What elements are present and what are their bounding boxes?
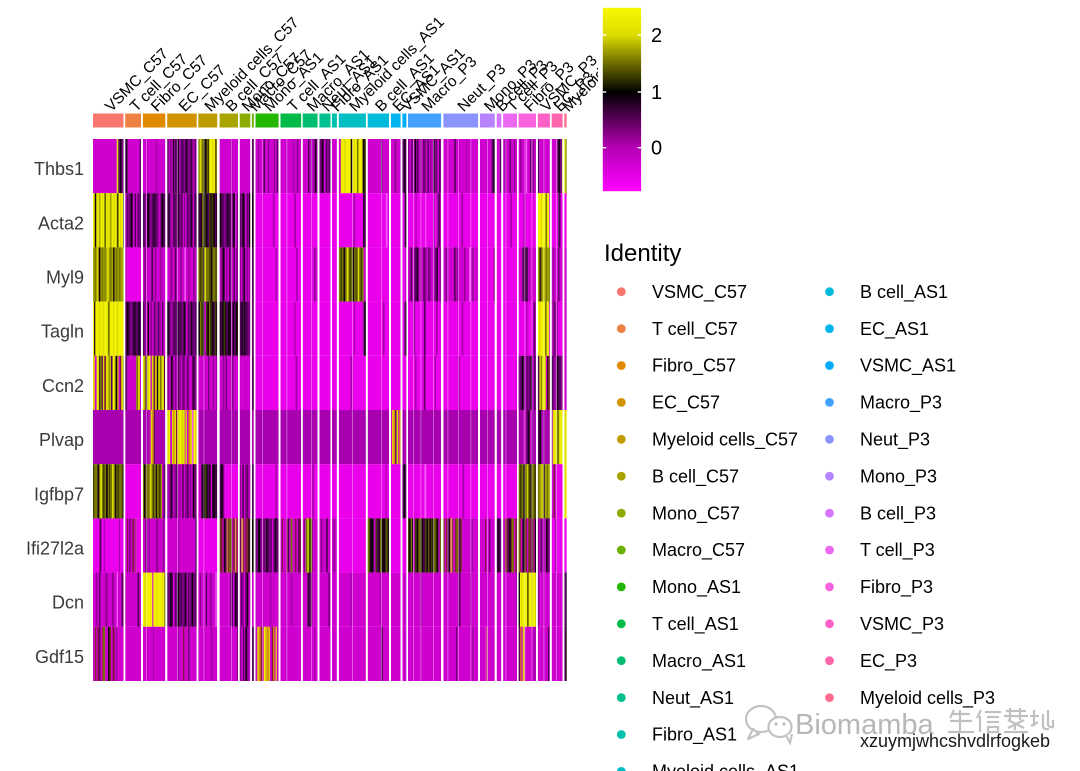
svg-text:Fibro_C57: Fibro_C57 — [652, 356, 736, 377]
svg-text:Myeloid cells_P3: Myeloid cells_P3 — [860, 688, 995, 709]
svg-text:xzuymjwhcshvdlrfogkeb: xzuymjwhcshvdlrfogkeb — [860, 731, 1050, 751]
svg-text:Myeloid cells_AS1: Myeloid cells_AS1 — [652, 762, 799, 771]
svg-text:Myeloid cells_C57: Myeloid cells_C57 — [652, 430, 798, 451]
svg-text:Identity: Identity — [604, 240, 681, 267]
svg-text:B cell_P3: B cell_P3 — [860, 503, 936, 524]
svg-text:Ifi27l2a: Ifi27l2a — [26, 539, 85, 559]
svg-text:Macro_AS1: Macro_AS1 — [652, 651, 746, 672]
svg-text:Neut_AS1: Neut_AS1 — [652, 688, 734, 709]
svg-text:B cell_C57: B cell_C57 — [652, 466, 739, 487]
svg-text:Fibro_AS1: Fibro_AS1 — [652, 725, 737, 746]
svg-text:EC_P3: EC_P3 — [860, 651, 917, 672]
svg-text:VSMC_AS1: VSMC_AS1 — [860, 356, 956, 377]
svg-text:Macro_P3: Macro_P3 — [860, 393, 942, 414]
svg-text:0: 0 — [651, 138, 662, 160]
svg-text:Biomamba: Biomamba — [795, 709, 934, 741]
svg-text:2: 2 — [651, 25, 662, 47]
svg-text:B cell_AS1: B cell_AS1 — [860, 282, 948, 303]
svg-text:Ccn2: Ccn2 — [42, 376, 84, 396]
svg-text:Dcn: Dcn — [52, 593, 84, 613]
svg-text:Mono_P3: Mono_P3 — [860, 466, 937, 487]
svg-text:Fibro_P3: Fibro_P3 — [860, 577, 933, 598]
svg-text:Gdf15: Gdf15 — [35, 647, 84, 667]
svg-text:EC_C57: EC_C57 — [652, 393, 720, 414]
svg-text:1: 1 — [651, 82, 662, 104]
svg-text:Macro_C57: Macro_C57 — [652, 540, 745, 561]
svg-text:T cell_AS1: T cell_AS1 — [652, 614, 739, 635]
svg-text:Acta2: Acta2 — [38, 213, 84, 233]
svg-text:Myl9: Myl9 — [46, 268, 84, 288]
svg-text:Mono_C57: Mono_C57 — [652, 503, 740, 524]
svg-text:Neut_P3: Neut_P3 — [860, 430, 930, 451]
svg-text:Thbs1: Thbs1 — [34, 159, 84, 179]
svg-text:Mono_AS1: Mono_AS1 — [652, 577, 741, 598]
svg-text:VSMC_P3: VSMC_P3 — [860, 614, 944, 635]
svg-text:Plvap: Plvap — [39, 430, 84, 450]
svg-text:Igfbp7: Igfbp7 — [34, 484, 84, 504]
svg-text:T cell_C57: T cell_C57 — [652, 319, 738, 340]
svg-text:T cell_P3: T cell_P3 — [860, 540, 935, 561]
svg-text:EC_AS1: EC_AS1 — [860, 319, 929, 340]
svg-text:VSMC_C57: VSMC_C57 — [652, 282, 747, 303]
svg-text:Tagln: Tagln — [41, 322, 84, 342]
